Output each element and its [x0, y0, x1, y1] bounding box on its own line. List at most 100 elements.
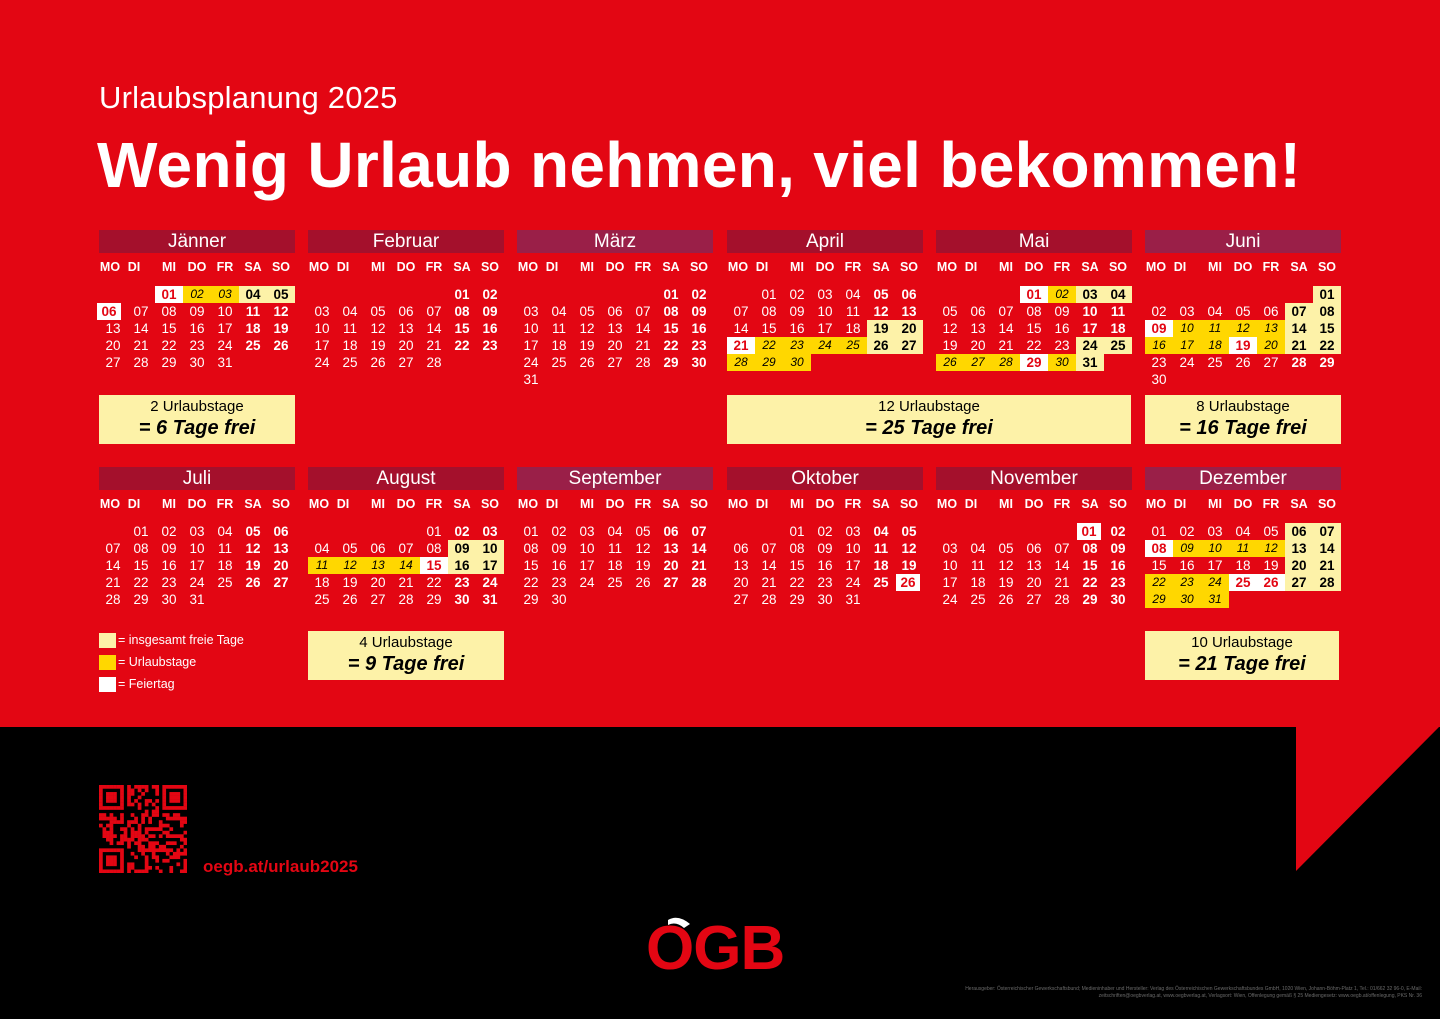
qr-module: [141, 813, 145, 817]
qr-module: [169, 834, 174, 838]
weekday-label: FR: [1053, 497, 1071, 511]
qr-module: [109, 785, 114, 789]
qr-module: [176, 816, 181, 821]
weekday-label: MI: [162, 260, 176, 274]
calendar-day: 02: [1110, 524, 1126, 539]
qr-module: [151, 809, 156, 814]
calendar-day: 23: [454, 575, 470, 590]
calendar-day: 28: [992, 354, 1020, 371]
weekday-label: FR: [1262, 260, 1280, 274]
weekday-label: FR: [634, 497, 652, 511]
qr-module: [141, 834, 145, 838]
calendar-day: 19: [1263, 558, 1279, 573]
qr-module: [176, 799, 181, 803]
qr-module: [169, 816, 174, 821]
calendar-day: 05: [1263, 524, 1279, 539]
qr-module: [137, 841, 142, 846]
qr-module: [109, 862, 114, 867]
qr-module: [148, 820, 152, 824]
calendar-day: 15: [1026, 321, 1042, 336]
qr-module: [137, 788, 142, 793]
weekday-label: MI: [580, 497, 594, 511]
calendar-day: 07: [635, 304, 651, 319]
qr-module: [179, 820, 184, 824]
qr-module: [176, 848, 181, 853]
legend-swatch: [99, 677, 116, 693]
calendar-day: 09: [789, 304, 805, 319]
qr-module: [155, 799, 160, 803]
qr-module: [165, 823, 170, 828]
calendar-day: 01: [761, 287, 777, 302]
calendar-day: 02: [183, 286, 211, 303]
calendar-day: 12: [942, 321, 958, 336]
qr-module: [169, 865, 174, 870]
calendar-day: 02: [1151, 304, 1167, 319]
summary-box-jaenner: 2 Urlaubstage = 6 Tage frei: [99, 395, 295, 444]
qr-module: [116, 848, 121, 853]
weekday-label: DO: [1233, 497, 1253, 511]
calendar-day: 20: [1257, 337, 1285, 354]
legend-free-days: = insgesamt freie Tage: [99, 632, 244, 649]
calendar-day: 30: [1048, 354, 1076, 371]
qr-module: [113, 855, 117, 860]
qr-module: [113, 792, 117, 796]
calendar-day: 02: [551, 524, 567, 539]
calendar-day: 16: [189, 321, 205, 336]
month-juni: Juni MO DI MI DO FR SA SO 01 02 03 04 05 06 07 08 09 10 11…: [1145, 230, 1341, 390]
qr-module: [106, 855, 110, 860]
calendar-day: 03: [1076, 286, 1104, 303]
qr-module: [144, 830, 149, 835]
qr-module: [120, 820, 124, 824]
month-juli: Juli MO DI MI DO FR SA SO 01 02 03 04 05 06 07 08 09 10 11…: [99, 467, 295, 627]
calendar-day: 25: [839, 337, 867, 354]
calendar-day: 06: [1026, 541, 1042, 556]
qr-module: [151, 841, 156, 846]
calendar-day: 15: [420, 557, 448, 574]
calendar-day: 25: [1104, 337, 1132, 354]
calendar-day: 18: [1110, 321, 1126, 336]
weekday-label: DO: [187, 497, 207, 511]
qr-module: [99, 813, 103, 817]
qr-module: [141, 837, 145, 842]
qr-module: [183, 858, 187, 863]
weekday-label: SA: [1290, 497, 1308, 511]
calendar-day: 14: [426, 321, 442, 336]
calendar-day: 09: [1054, 304, 1070, 319]
qr-module: [179, 844, 184, 849]
legend-holiday: = Feiertag: [99, 676, 175, 693]
qr-code[interactable]: [99, 785, 187, 873]
calendar-day: 20: [1285, 557, 1313, 574]
month-header: Oktober: [727, 467, 923, 490]
qr-module: [179, 851, 184, 856]
qr-module: [162, 795, 167, 800]
calendar-day: 13: [273, 541, 289, 556]
calendar-day: 08: [161, 304, 177, 319]
calendar-day: 31: [1201, 591, 1229, 608]
calendar-day: 15: [1313, 320, 1341, 337]
calendar-day: 26: [998, 592, 1014, 607]
calendar-day: 16: [1110, 558, 1126, 573]
qr-module: [134, 855, 138, 860]
calendar-day: 31: [1076, 354, 1104, 371]
weekday-label: DO: [605, 497, 625, 511]
calendar-day: 27: [895, 337, 923, 354]
qr-module: [102, 848, 107, 853]
calendar-day: 03: [523, 304, 539, 319]
qr-module: [120, 799, 124, 803]
calendar-day: 11: [342, 321, 357, 336]
calendar-day: 19: [998, 575, 1014, 590]
qr-module: [183, 799, 187, 803]
qr-module: [183, 785, 187, 789]
calendar-day: 05: [370, 304, 386, 319]
qr-module: [144, 785, 149, 789]
calendar-day: 14: [1313, 540, 1341, 557]
calendar-day: 02: [454, 524, 470, 539]
calendar-day: 06: [398, 304, 414, 319]
calendar-day: 29: [161, 355, 177, 370]
qr-module: [176, 795, 181, 800]
qr-module: [134, 830, 138, 835]
website-link[interactable]: oegb.at/urlaub2025: [203, 857, 358, 876]
calendar-day: 17: [579, 558, 595, 573]
qr-module: [165, 858, 170, 863]
qr-module: [144, 862, 149, 867]
